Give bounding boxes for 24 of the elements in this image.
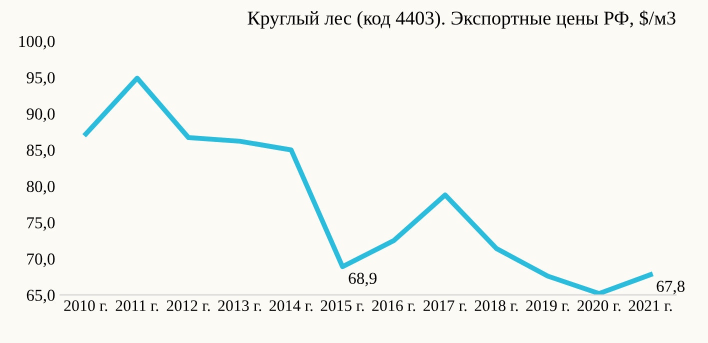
x-tick-label: 2016 г. [372, 300, 416, 312]
y-tick-label: 65,0 [26, 290, 55, 304]
y-tick-label: 80,0 [26, 180, 55, 195]
x-tick-label: 2011 г. [116, 300, 158, 312]
y-tick-label: 70,0 [27, 253, 55, 268]
x-tick-label: 2014 г. [270, 300, 312, 312]
x-tick-label: 2015 г. [320, 300, 364, 312]
chart-title: Круглый лес (код 4403). Экспортные цены РФ, $/м3 [248, 10, 676, 29]
x-tick-label: 2017 г. [424, 300, 466, 312]
data-label: 68,9 [348, 272, 377, 286]
y-tick-label: 95,0 [26, 72, 55, 86]
line-series [83, 76, 653, 295]
x-tick-label: 2019 г. [526, 300, 570, 312]
x-tick-label: 2021 г. [628, 300, 672, 312]
x-tick-label: 2018 г. [474, 300, 518, 312]
y-tick-label: 85,0 [26, 144, 55, 158]
x-tick-label: 2010 г. [64, 300, 108, 312]
x-tick-label: 2013 г. [218, 300, 262, 312]
y-tick-label: 90,0 [26, 108, 55, 122]
y-tick-label: 100,0 [19, 36, 55, 50]
x-tick-label: 2020 г. [578, 300, 620, 312]
x-tick-label: 2012 г. [166, 300, 210, 312]
y-tick-label: 75,0 [27, 217, 55, 231]
data-label: 67,8 [656, 280, 685, 294]
